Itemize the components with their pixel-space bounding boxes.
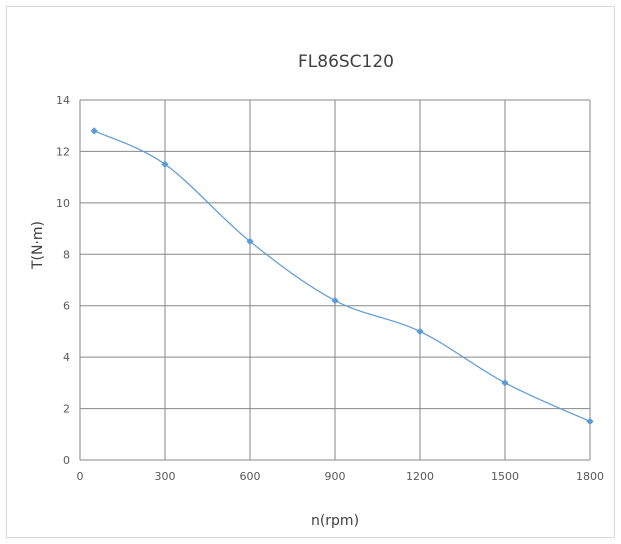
x-tick-label: 1800	[576, 470, 604, 483]
series-line	[93, 130, 591, 422]
data-point-marker	[501, 379, 509, 387]
x-tick-label: 300	[155, 470, 176, 483]
data-point-marker	[331, 296, 339, 305]
y-tick-label: 0	[63, 454, 70, 467]
x-ticks: 0 300 600 900 1200 1500 1800	[77, 470, 605, 483]
y-tick-label: 12	[56, 145, 70, 158]
data-point-marker	[161, 160, 169, 168]
x-axis-label: n(rpm)	[311, 513, 359, 529]
y-axis-label: T(N·m)	[30, 221, 46, 270]
chart-frame	[6, 6, 615, 538]
chart-title: FL86SC120	[298, 52, 394, 72]
x-tick-label: 600	[240, 470, 261, 483]
data-point-marker	[416, 327, 424, 336]
y-tick-label: 14	[56, 94, 70, 107]
x-tick-label: 1200	[406, 470, 434, 483]
data-point-marker	[246, 237, 254, 246]
y-tick-label: 4	[63, 351, 70, 364]
data-point-marker	[586, 417, 594, 426]
y-tick-label: 10	[56, 197, 70, 210]
x-tick-label: 900	[325, 470, 346, 483]
y-ticks: 0 2 4 6 8 10 12 14	[56, 94, 70, 467]
series	[90, 127, 594, 426]
x-tick-label: 0	[77, 470, 84, 483]
y-tick-label: 8	[63, 248, 70, 261]
y-tick-label: 6	[63, 300, 70, 313]
x-tick-label: 1500	[491, 470, 519, 483]
grid	[79, 99, 591, 461]
data-point-marker	[90, 127, 98, 135]
y-tick-label: 2	[63, 403, 70, 416]
